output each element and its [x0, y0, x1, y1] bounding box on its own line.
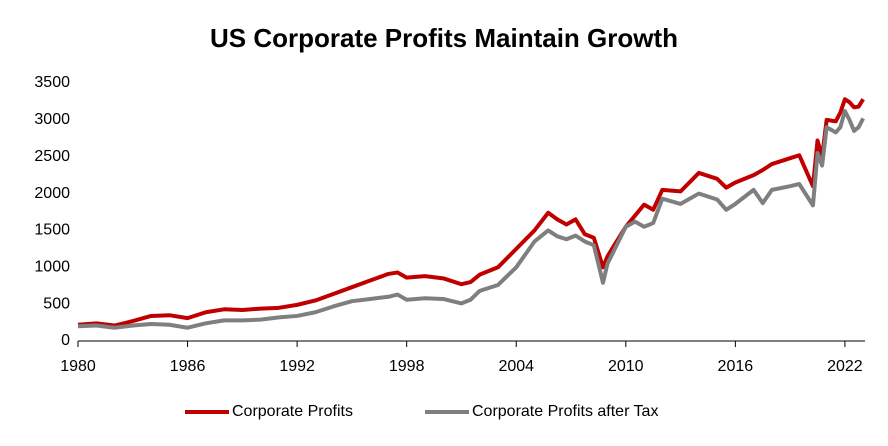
- legend-label: Corporate Profits after Tax: [472, 403, 658, 420]
- y-tick-label: 3500: [34, 74, 70, 91]
- chart-title: US Corporate Profits Maintain Growth: [210, 23, 678, 53]
- y-tick-label: 3000: [34, 111, 70, 128]
- y-tick-label: 1500: [34, 222, 70, 239]
- x-tick-label: 2022: [827, 358, 863, 375]
- x-tick-label: 1992: [279, 358, 315, 375]
- x-tick-label: 1998: [389, 358, 425, 375]
- y-tick-label: 2500: [34, 148, 70, 165]
- y-tick-label: 2000: [34, 185, 70, 202]
- x-tick-label: 2004: [498, 358, 534, 375]
- y-tick-label: 500: [43, 295, 70, 312]
- line-series: [77, 97, 865, 328]
- legend-label: Corporate Profits: [232, 403, 353, 420]
- x-tick-label: 1986: [170, 358, 206, 375]
- line-series: [77, 109, 865, 330]
- x-tick-label: 1980: [60, 358, 96, 375]
- y-tick-label: 1000: [34, 259, 70, 276]
- x-tick-label: 2016: [718, 358, 754, 375]
- x-tick-label: 2010: [608, 358, 644, 375]
- y-tick-label: 0: [61, 332, 70, 349]
